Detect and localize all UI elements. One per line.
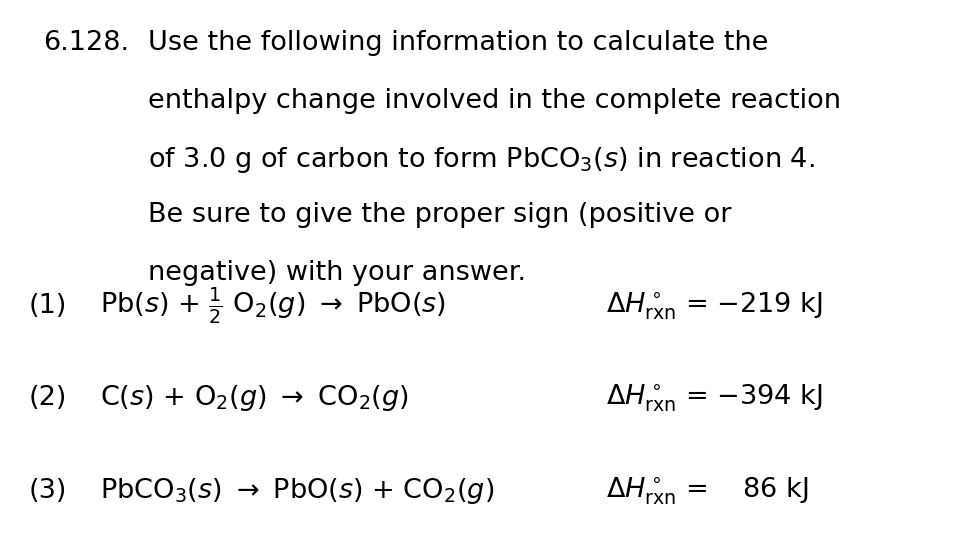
Text: (3): (3) [29,478,67,504]
Text: C($s$) + O$_2$($g$) $\rightarrow$ CO$_2$($g$): C($s$) + O$_2$($g$) $\rightarrow$ CO$_2$… [100,383,410,413]
Text: PbCO$_3$($s$) $\rightarrow$ PbO($s$) + CO$_2$($g$): PbCO$_3$($s$) $\rightarrow$ PbO($s$) + C… [100,476,495,506]
Text: (2): (2) [29,385,67,412]
Text: $\Delta H^\circ_{\rm rxn}$ =    86 kJ: $\Delta H^\circ_{\rm rxn}$ = 86 kJ [606,475,809,507]
Text: Be sure to give the proper sign (positive or: Be sure to give the proper sign (positiv… [148,202,732,228]
Text: Pb($s$) + $\frac{1}{2}$ O$_2$($g$) $\rightarrow$ PbO($s$): Pb($s$) + $\frac{1}{2}$ O$_2$($g$) $\rig… [100,285,446,326]
Text: $\Delta H^\circ_{\rm rxn}$ = $-$219 kJ: $\Delta H^\circ_{\rm rxn}$ = $-$219 kJ [606,290,823,322]
Text: Use the following information to calculate the: Use the following information to calcula… [148,30,769,56]
Text: negative) with your answer.: negative) with your answer. [148,260,526,285]
Text: of 3.0 g of carbon to form PbCO$_3$($s$) in reaction 4.: of 3.0 g of carbon to form PbCO$_3$($s$)… [148,145,815,175]
Text: $\Delta H^\circ_{\rm rxn}$ = $-$394 kJ: $\Delta H^\circ_{\rm rxn}$ = $-$394 kJ [606,382,823,414]
Text: 6.128.: 6.128. [43,30,129,56]
Text: (1): (1) [29,293,67,319]
Text: enthalpy change involved in the complete reaction: enthalpy change involved in the complete… [148,88,841,114]
